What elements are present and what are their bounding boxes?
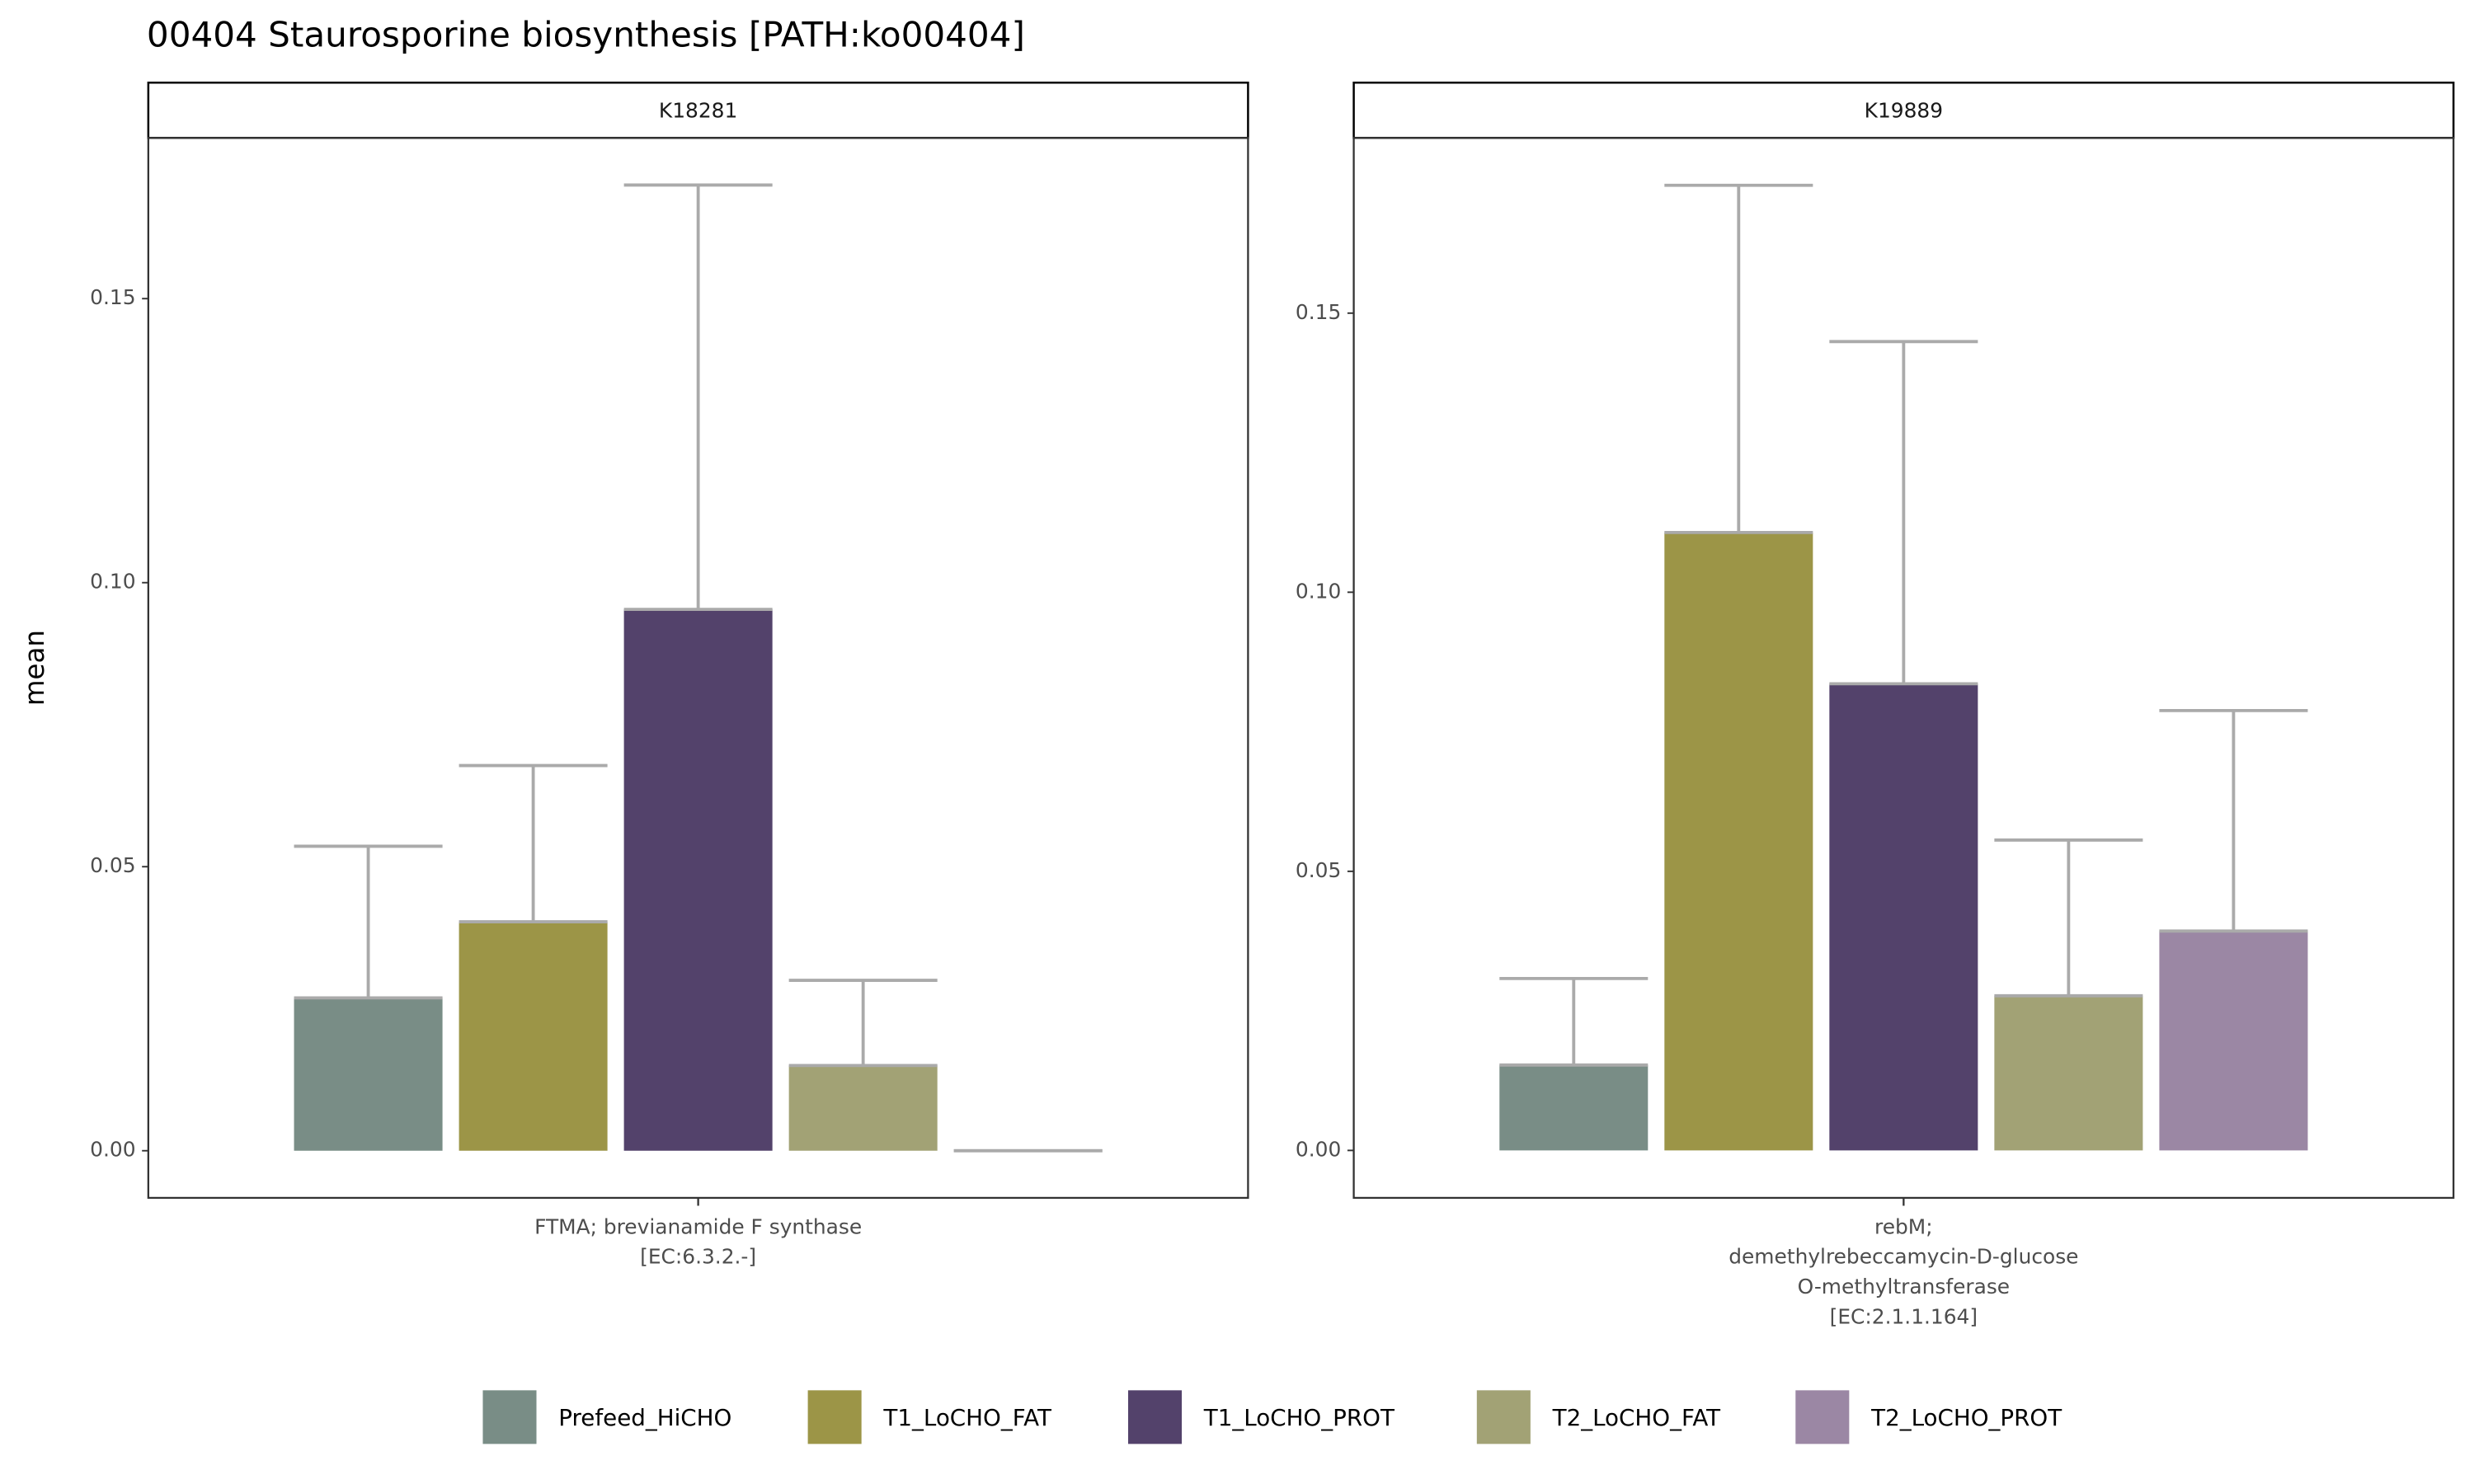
y-tick-label: 0.00 xyxy=(90,1138,135,1162)
error-bar xyxy=(2159,708,2308,933)
legend-key xyxy=(1476,1390,1531,1444)
error-bar xyxy=(1499,976,1649,1067)
error-bar xyxy=(623,183,773,612)
y-tick-label: 0.05 xyxy=(1296,858,1341,882)
strip-label: K18281 xyxy=(659,99,737,123)
legend-label: T2_LoCHO_FAT xyxy=(1552,1404,1722,1431)
bar xyxy=(1499,1064,1649,1151)
x-tick-label: O-methyltransferase xyxy=(1798,1275,2011,1298)
y-tick-label: 0.05 xyxy=(90,853,135,877)
legend-key xyxy=(807,1390,862,1444)
legend-key xyxy=(1795,1390,1850,1444)
y-tick-label: 0.10 xyxy=(1296,579,1341,603)
legend-label: T1_LoCHO_FAT xyxy=(882,1404,1052,1431)
bar xyxy=(623,609,773,1151)
x-tick-label: rebM; xyxy=(1874,1214,1933,1238)
y-tick-label: 0.15 xyxy=(90,285,135,309)
error-bar xyxy=(788,979,938,1068)
x-tick-label: FTMA; brevianamide F synthase xyxy=(534,1214,862,1238)
bar xyxy=(788,1065,938,1151)
y-tick-label: 0.10 xyxy=(90,570,135,594)
x-tick-label: demethylrebeccamycin-D-glucose xyxy=(1729,1245,2078,1269)
error-bar xyxy=(294,844,443,1000)
bar xyxy=(1664,532,1813,1151)
error-bar xyxy=(1994,838,2143,998)
bar xyxy=(459,922,608,1151)
x-tick-label: [EC:6.3.2.-] xyxy=(640,1245,756,1269)
bar xyxy=(1994,995,2143,1151)
legend-key xyxy=(1127,1390,1183,1444)
error-bar xyxy=(1829,340,1978,686)
bar xyxy=(1829,683,1978,1151)
error-bar xyxy=(1664,183,1813,534)
y-axis-label: mean xyxy=(19,630,50,706)
legend-label: T1_LoCHO_PROT xyxy=(1203,1404,1395,1431)
x-tick-label: [EC:2.1.1.164] xyxy=(1830,1304,1978,1328)
legend-key xyxy=(482,1390,537,1444)
legend-label: Prefeed_HiCHO xyxy=(558,1404,731,1431)
legend-label: T2_LoCHO_PROT xyxy=(1870,1404,2062,1431)
strip xyxy=(147,82,1249,139)
bar xyxy=(2159,931,2308,1151)
y-tick-label: 0.00 xyxy=(1296,1137,1341,1161)
strip-label: K19889 xyxy=(1865,99,1943,123)
chart-title: 00404 Staurosporine biosynthesis [PATH:k… xyxy=(147,14,1025,54)
bar xyxy=(294,998,443,1151)
y-tick-label: 0.15 xyxy=(1296,300,1341,324)
error-bar xyxy=(459,763,608,923)
